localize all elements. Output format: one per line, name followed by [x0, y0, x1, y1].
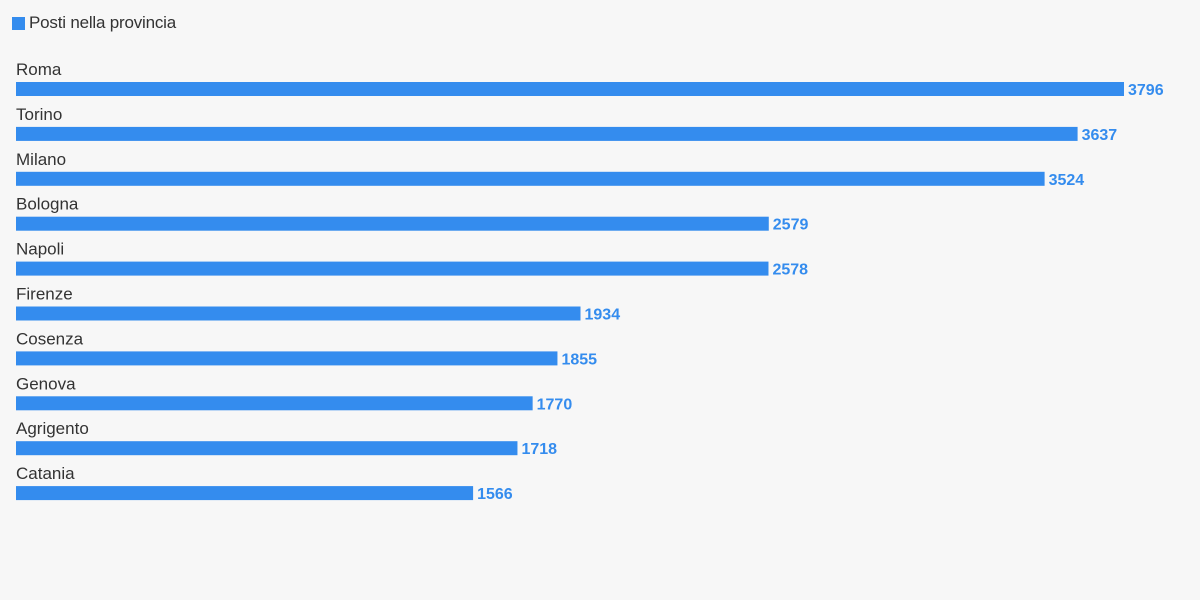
category-label: Genova	[16, 374, 76, 393]
value-label: 1718	[521, 441, 557, 458]
value-label: 3524	[1049, 172, 1085, 189]
legend: Posti nella provincia	[12, 13, 176, 33]
category-label: Agrigento	[16, 419, 89, 438]
value-label: 3796	[1128, 82, 1164, 99]
category-label: Cosenza	[16, 329, 84, 348]
value-label: 3637	[1082, 127, 1118, 144]
value-label: 1770	[537, 396, 573, 413]
bar	[16, 306, 581, 321]
value-label: 1566	[477, 486, 513, 503]
value-label: 2579	[773, 217, 809, 234]
bar	[16, 171, 1045, 186]
category-label: Roma	[16, 60, 62, 79]
bar	[16, 261, 769, 276]
legend-label: Posti nella provincia	[29, 13, 176, 32]
value-label: 1855	[561, 351, 597, 368]
category-label: Milano	[16, 150, 66, 169]
bar	[16, 351, 558, 366]
bar	[16, 486, 474, 501]
category-label: Catania	[16, 464, 75, 483]
category-label: Firenze	[16, 285, 73, 304]
category-label: Napoli	[16, 240, 64, 259]
bar	[16, 216, 769, 231]
bar	[16, 396, 533, 411]
bar	[16, 126, 1078, 141]
legend-swatch	[12, 16, 25, 30]
value-label: 2578	[772, 262, 808, 279]
bar	[16, 82, 1124, 96]
category-label: Torino	[16, 105, 62, 124]
category-label: Bologna	[16, 195, 79, 214]
value-label: 1934	[585, 307, 621, 324]
bar	[16, 441, 518, 456]
